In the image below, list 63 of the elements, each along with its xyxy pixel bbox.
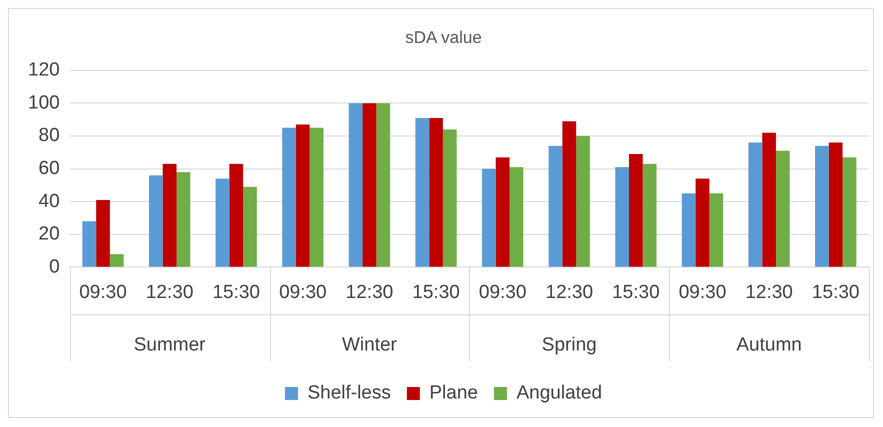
y-tick-label: 60 <box>38 158 60 180</box>
bar <box>148 175 163 267</box>
x-tick-label: 15:30 <box>212 282 260 303</box>
y-tick-label: 100 <box>28 92 60 114</box>
bar <box>96 200 110 267</box>
bar <box>510 167 524 267</box>
bar <box>216 178 230 267</box>
bar <box>110 254 124 267</box>
bar <box>282 128 296 267</box>
bar <box>762 132 776 267</box>
x-tick-label: 12:30 <box>745 282 793 303</box>
bar <box>628 154 643 267</box>
y-tick-label: 0 <box>49 256 60 278</box>
bar <box>376 103 390 267</box>
x-tick-label: 09:30 <box>279 282 327 303</box>
y-tick-label: 80 <box>38 125 60 146</box>
text: Winter <box>342 334 398 356</box>
x-tick-label: 15:30 <box>612 282 660 303</box>
legend-label: Plane <box>429 382 478 404</box>
bar <box>296 124 310 267</box>
bar <box>496 157 510 267</box>
bar <box>415 118 430 267</box>
bar <box>176 172 190 267</box>
x-tick-label: 12:30 <box>346 282 394 303</box>
bar <box>576 136 590 267</box>
x-tick-label: 12:30 <box>146 282 194 303</box>
bar <box>828 142 843 267</box>
bar <box>748 142 762 267</box>
chart-title: sDA value <box>405 28 482 47</box>
bar <box>482 168 496 267</box>
legend-label: Shelf-less <box>307 382 391 404</box>
x-tick-label: 09:30 <box>678 282 726 303</box>
y-tick-label: 120 <box>28 60 60 81</box>
bar <box>842 157 856 267</box>
bar <box>362 103 376 267</box>
text: Autumn <box>736 334 802 356</box>
bar <box>429 118 443 267</box>
bar <box>162 164 176 267</box>
text: Spring <box>542 334 597 356</box>
bar <box>310 128 324 267</box>
bar <box>815 146 829 267</box>
text: Summer <box>134 334 206 356</box>
y-tick-label: 40 <box>38 190 60 212</box>
bar <box>548 146 562 267</box>
bar <box>348 103 363 267</box>
x-tick-label: 09:30 <box>478 282 526 303</box>
bar <box>709 193 724 267</box>
legend-label: Angulated <box>516 382 602 404</box>
bar <box>243 186 257 267</box>
x-tick-label: 15:30 <box>412 282 460 303</box>
bar <box>615 167 629 267</box>
bar <box>82 221 96 267</box>
y-tick-label: 20 <box>38 224 60 245</box>
bar <box>229 164 244 267</box>
bar <box>642 164 657 267</box>
bar <box>562 121 576 267</box>
bar <box>442 129 457 267</box>
x-tick-label: 15:30 <box>812 282 860 303</box>
bar <box>682 193 696 267</box>
x-tick-label: 09:30 <box>79 282 127 303</box>
bar <box>696 178 710 267</box>
bar <box>776 150 790 267</box>
x-tick-label: 12:30 <box>545 282 594 303</box>
